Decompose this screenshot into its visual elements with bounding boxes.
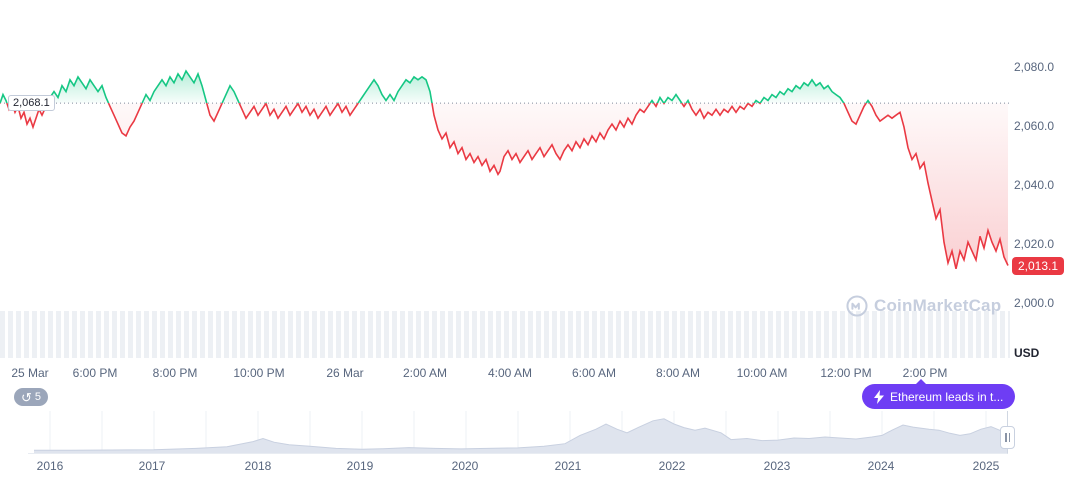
time-axis-label: 2:00 AM — [402, 366, 448, 380]
history-icon: ↺ — [21, 389, 32, 405]
price-chart[interactable] — [0, 0, 1010, 360]
tooltip-pointer — [916, 379, 926, 384]
year-label: 2021 — [554, 459, 582, 473]
time-axis-label: 10:00 AM — [736, 366, 788, 380]
current-price-badge: 2,013.1 — [1012, 256, 1065, 275]
time-axis-label: 26 Mar — [326, 366, 364, 380]
y-axis: 2,080.0 2,060.0 2,040.0 2,020.0 2,000.0 — [1010, 0, 1072, 360]
y-axis-label: 2,060.0 — [1014, 119, 1055, 134]
year-label: 2025 — [972, 459, 1000, 473]
time-axis-label: 4:00 AM — [487, 366, 533, 380]
y-axis-label: 2,020.0 — [1014, 237, 1055, 252]
year-label: 2017 — [138, 459, 166, 473]
lightning-icon — [874, 389, 884, 404]
time-axis-label: 8:00 AM — [655, 366, 701, 380]
year-label: 2018 — [244, 459, 272, 473]
year-label: 2022 — [658, 459, 686, 473]
time-axis: 25 Mar 6:00 PM 8:00 PM 10:00 PM 26 Mar 2:00 A… — [0, 363, 1010, 383]
volume-bars — [0, 311, 1010, 358]
year-label: 2023 — [763, 459, 791, 473]
time-axis-label: 8:00 PM — [152, 366, 198, 380]
year-label: 2020 — [451, 459, 479, 473]
time-axis-label: 10:00 PM — [233, 366, 285, 380]
year-axis: 2016 2017 2018 2019 2020 2021 2022 2023 2024 2025 — [0, 456, 1072, 476]
time-axis-label: 6:00 AM — [571, 366, 617, 380]
news-tooltip-label: Ethereum leads in t... — [890, 389, 1004, 404]
y-axis-label: 2,000.0 — [1014, 296, 1055, 311]
watermark-label: CoinMarketCap — [874, 296, 1002, 315]
y-axis-label: 2,080.0 — [1014, 60, 1055, 74]
y-axis-label: 2,040.0 — [1014, 178, 1055, 193]
time-axis-label: 2:00 PM — [902, 366, 948, 380]
year-label: 2016 — [36, 459, 64, 473]
time-axis-label: 6:00 PM — [72, 366, 118, 380]
time-axis-label: 25 Mar — [11, 366, 49, 380]
year-label: 2024 — [867, 459, 895, 473]
coinmarketcap-logo-icon — [846, 295, 868, 317]
coinmarketcap-watermark: CoinMarketCap — [846, 295, 1001, 317]
open-price-label: 2,068.1 — [8, 95, 55, 112]
year-label: 2019 — [346, 459, 374, 473]
time-axis-label: 12:00 PM — [820, 366, 872, 380]
history-badge[interactable]: ↺ 5 — [14, 388, 49, 406]
history-count: 5 — [34, 391, 42, 403]
news-tooltip[interactable]: Ethereum leads in t... — [862, 379, 1016, 409]
currency-label: USD — [1014, 346, 1040, 360]
timeline-navigator[interactable] — [28, 411, 1013, 454]
navigator-resize-handle[interactable] — [1000, 426, 1015, 449]
